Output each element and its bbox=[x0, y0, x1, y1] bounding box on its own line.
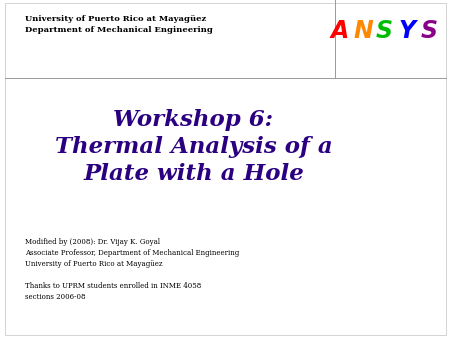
Text: University of Puerto Rico at Mayagüez
Department of Mechanical Engineering: University of Puerto Rico at Mayagüez De… bbox=[25, 15, 212, 33]
Text: Y: Y bbox=[398, 19, 415, 43]
Text: N: N bbox=[353, 19, 373, 43]
Text: S: S bbox=[376, 19, 393, 43]
Text: Workshop 6:
Thermal Analysis of a
Plate with a Hole: Workshop 6: Thermal Analysis of a Plate … bbox=[54, 109, 333, 185]
Text: Modified by (2008): Dr. Vijay K. Goyal
Associate Professor, Department of Mechan: Modified by (2008): Dr. Vijay K. Goyal A… bbox=[25, 238, 239, 301]
Text: S: S bbox=[421, 19, 438, 43]
Text: A: A bbox=[331, 19, 349, 43]
